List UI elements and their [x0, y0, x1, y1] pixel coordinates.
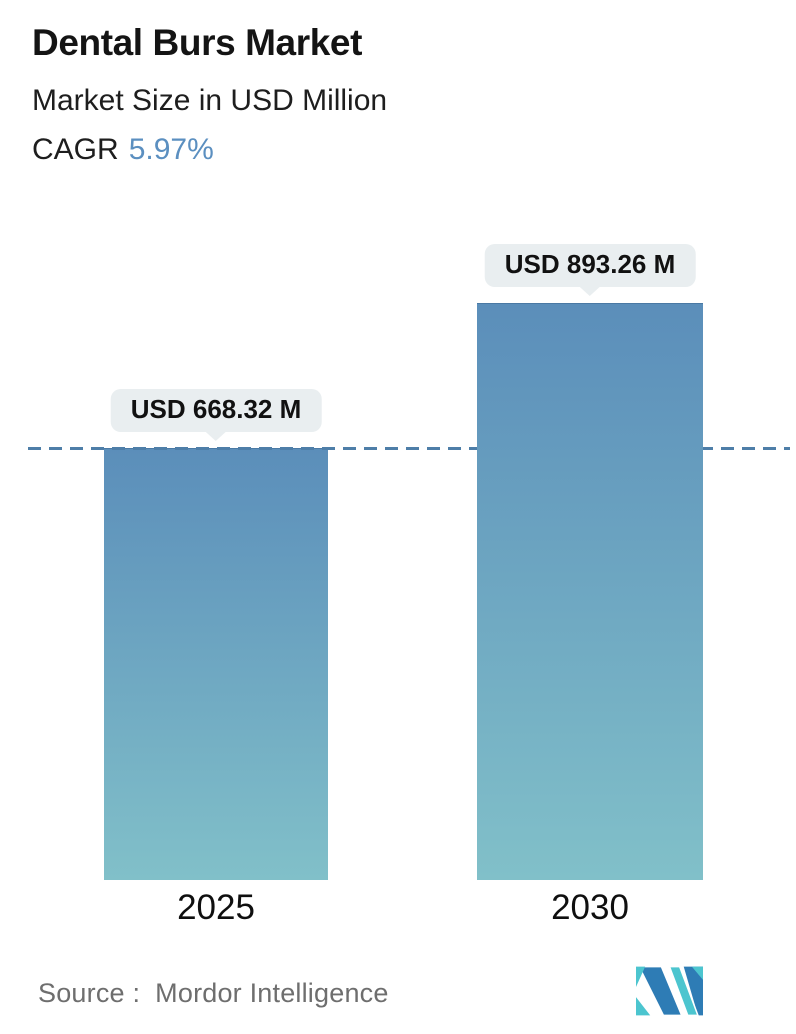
- mordor-intelligence-logo: [636, 966, 703, 1016]
- cagr-line: CAGR 5.97%: [32, 133, 387, 167]
- page-title: Dental Burs Market: [32, 22, 363, 63]
- logo-mid-diagonal: [668, 966, 699, 1016]
- logo-left-diagonal: [637, 966, 683, 1016]
- source-value: Mordor Intelligence: [155, 978, 389, 1008]
- x-axis-label-2025: 2025: [177, 888, 255, 927]
- bar-2030: [477, 303, 703, 880]
- chart-header: Dental Burs Market Market Size in USD Mi…: [32, 22, 387, 167]
- bar-2025: [104, 448, 328, 880]
- value-label-bubble-2030: USD 893.26 M: [484, 244, 696, 287]
- source-credit: Source : Mordor Intelligence: [38, 978, 389, 1009]
- cagr-value: 5.97%: [128, 133, 214, 166]
- source-label: Source :: [38, 978, 141, 1008]
- logo-right-leg: [683, 966, 703, 1016]
- x-axis-label-2030: 2030: [551, 888, 629, 927]
- cagr-label: CAGR: [32, 133, 119, 166]
- logo-bottom-left-accent: [636, 997, 651, 1016]
- value-label-bubble-2025: USD 668.32 M: [110, 389, 322, 432]
- chart-subtitle: Market Size in USD Million: [32, 84, 388, 117]
- reference-dashed-line: [28, 447, 790, 450]
